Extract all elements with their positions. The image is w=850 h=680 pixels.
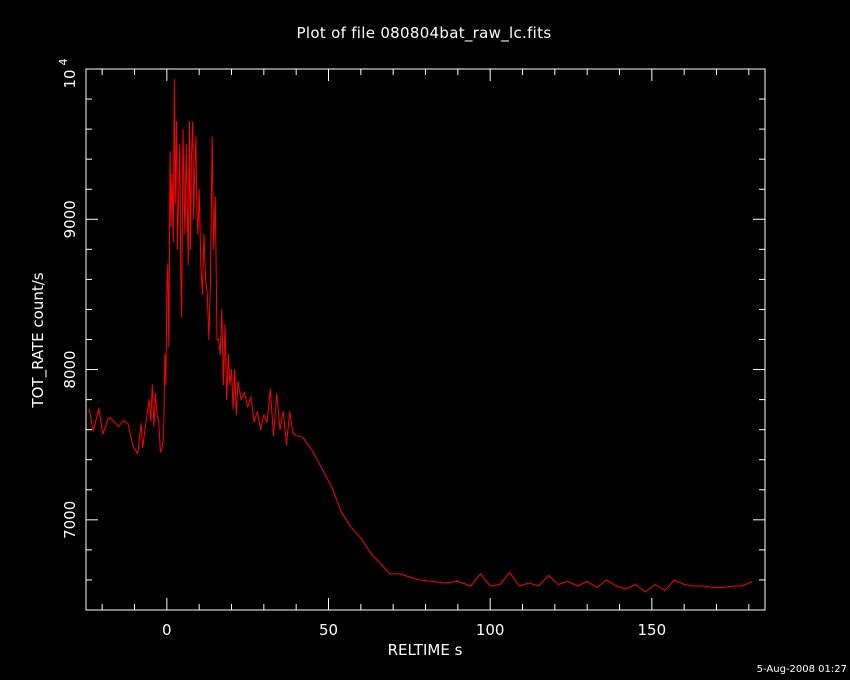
- y-axis-label: TOT_RATE count/s: [29, 272, 48, 408]
- y-tick-label: 7000: [61, 501, 79, 539]
- plot-frame: [85, 68, 766, 611]
- x-tick-label: 100: [476, 621, 505, 639]
- series-line: [88, 79, 753, 593]
- chart-title: Plot of file 080804bat_raw_lc.fits: [297, 24, 552, 43]
- major-ticks: [86, 69, 765, 610]
- x-tick-label: 0: [162, 621, 172, 639]
- tick-labels: 0 50 100 150 7000 8000 9000 10 4: [57, 59, 666, 640]
- x-tick-label: 50: [319, 621, 338, 639]
- x-axis-label: RELTIME s: [388, 641, 463, 659]
- x-tick-label: 150: [638, 621, 667, 639]
- timestamp: 5-Aug-2008 01:27: [757, 664, 847, 675]
- minor-ticks: [86, 69, 765, 610]
- y-tick-label: 9000: [61, 200, 79, 238]
- y-top-label-exponent: 4: [57, 59, 70, 66]
- y-top-label: 10: [61, 69, 79, 88]
- y-tick-label: 8000: [61, 350, 79, 388]
